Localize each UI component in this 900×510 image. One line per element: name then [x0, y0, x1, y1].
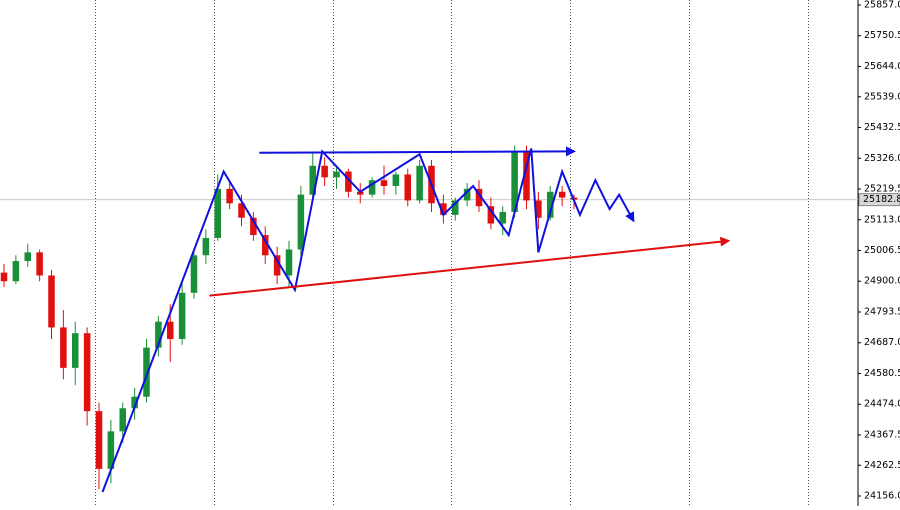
candle-body [71, 333, 79, 368]
candle-body [202, 237, 210, 256]
y-tick-label: 25219.5 [864, 184, 900, 195]
y-tick-label: 25750.5 [864, 30, 900, 41]
candle-body [463, 188, 471, 201]
candle-body [24, 252, 32, 262]
candle-body [297, 194, 305, 250]
candle-body [226, 188, 233, 204]
y-tick-label: 24262.5 [864, 460, 900, 471]
candle-body [416, 165, 423, 201]
y-tick-label: 24793.5 [864, 306, 900, 317]
y-tick-label: 25644.0 [864, 61, 900, 72]
trend-drawing [259, 146, 576, 157]
candle-body [558, 191, 566, 198]
candle-body [404, 174, 412, 201]
last-price-box [858, 193, 900, 207]
candle-body [285, 249, 293, 276]
candle-body [451, 200, 459, 215]
candle-body [250, 217, 257, 236]
y-tick-label: 25006.5 [864, 245, 900, 256]
candle-body [12, 261, 20, 282]
candle-body [523, 151, 530, 201]
candle-body [333, 171, 340, 178]
y-tick-label: 24687.0 [864, 337, 900, 348]
candle-body [155, 321, 162, 348]
candle-body [190, 255, 198, 293]
y-tick-label: 25113.0 [864, 214, 900, 225]
y-tick-label: 24367.5 [864, 429, 900, 440]
candle-body [83, 333, 91, 412]
candle-body [261, 235, 269, 256]
candle-body [380, 180, 388, 186]
candle-body [356, 191, 364, 195]
candle-body [309, 165, 317, 195]
candle-body [546, 191, 554, 218]
candle-body [511, 151, 518, 212]
candle-body [60, 327, 67, 368]
candle-body [499, 211, 507, 224]
candle-body [321, 165, 328, 178]
y-tick-label: 24156.0 [864, 491, 900, 502]
candle-body [166, 321, 174, 339]
y-tick-label: 24900.0 [864, 276, 900, 287]
candle-body [392, 174, 400, 186]
candle-body [143, 347, 150, 397]
candle-body [48, 275, 55, 328]
candle-body [345, 171, 352, 192]
y-tick-label: 25326.0 [864, 153, 900, 164]
candle-body [0, 272, 8, 282]
candle-body [178, 292, 186, 339]
candle-body [273, 255, 281, 276]
candle-body [214, 188, 222, 238]
last-price-label: 25182.8 [863, 194, 900, 205]
y-tick-label: 25539.0 [864, 91, 900, 102]
y-tick-label: 24580.5 [864, 368, 900, 379]
y-tick-label: 24474.0 [864, 399, 900, 410]
candle-body [238, 203, 245, 218]
candle-body [36, 252, 43, 276]
candle-body [119, 408, 127, 432]
candle-body [487, 206, 495, 224]
candle-body [107, 431, 115, 469]
candle-body [95, 411, 103, 469]
candle-body [440, 203, 447, 215]
trend-drawing [101, 148, 635, 493]
candle-body [475, 188, 483, 207]
candle-body [131, 396, 138, 409]
candle-body [535, 200, 542, 218]
y-tick-label: 25857.0 [864, 0, 900, 10]
candle-body [368, 180, 376, 195]
trend-drawing [209, 236, 731, 297]
y-tick-label: 25432.5 [864, 122, 900, 133]
